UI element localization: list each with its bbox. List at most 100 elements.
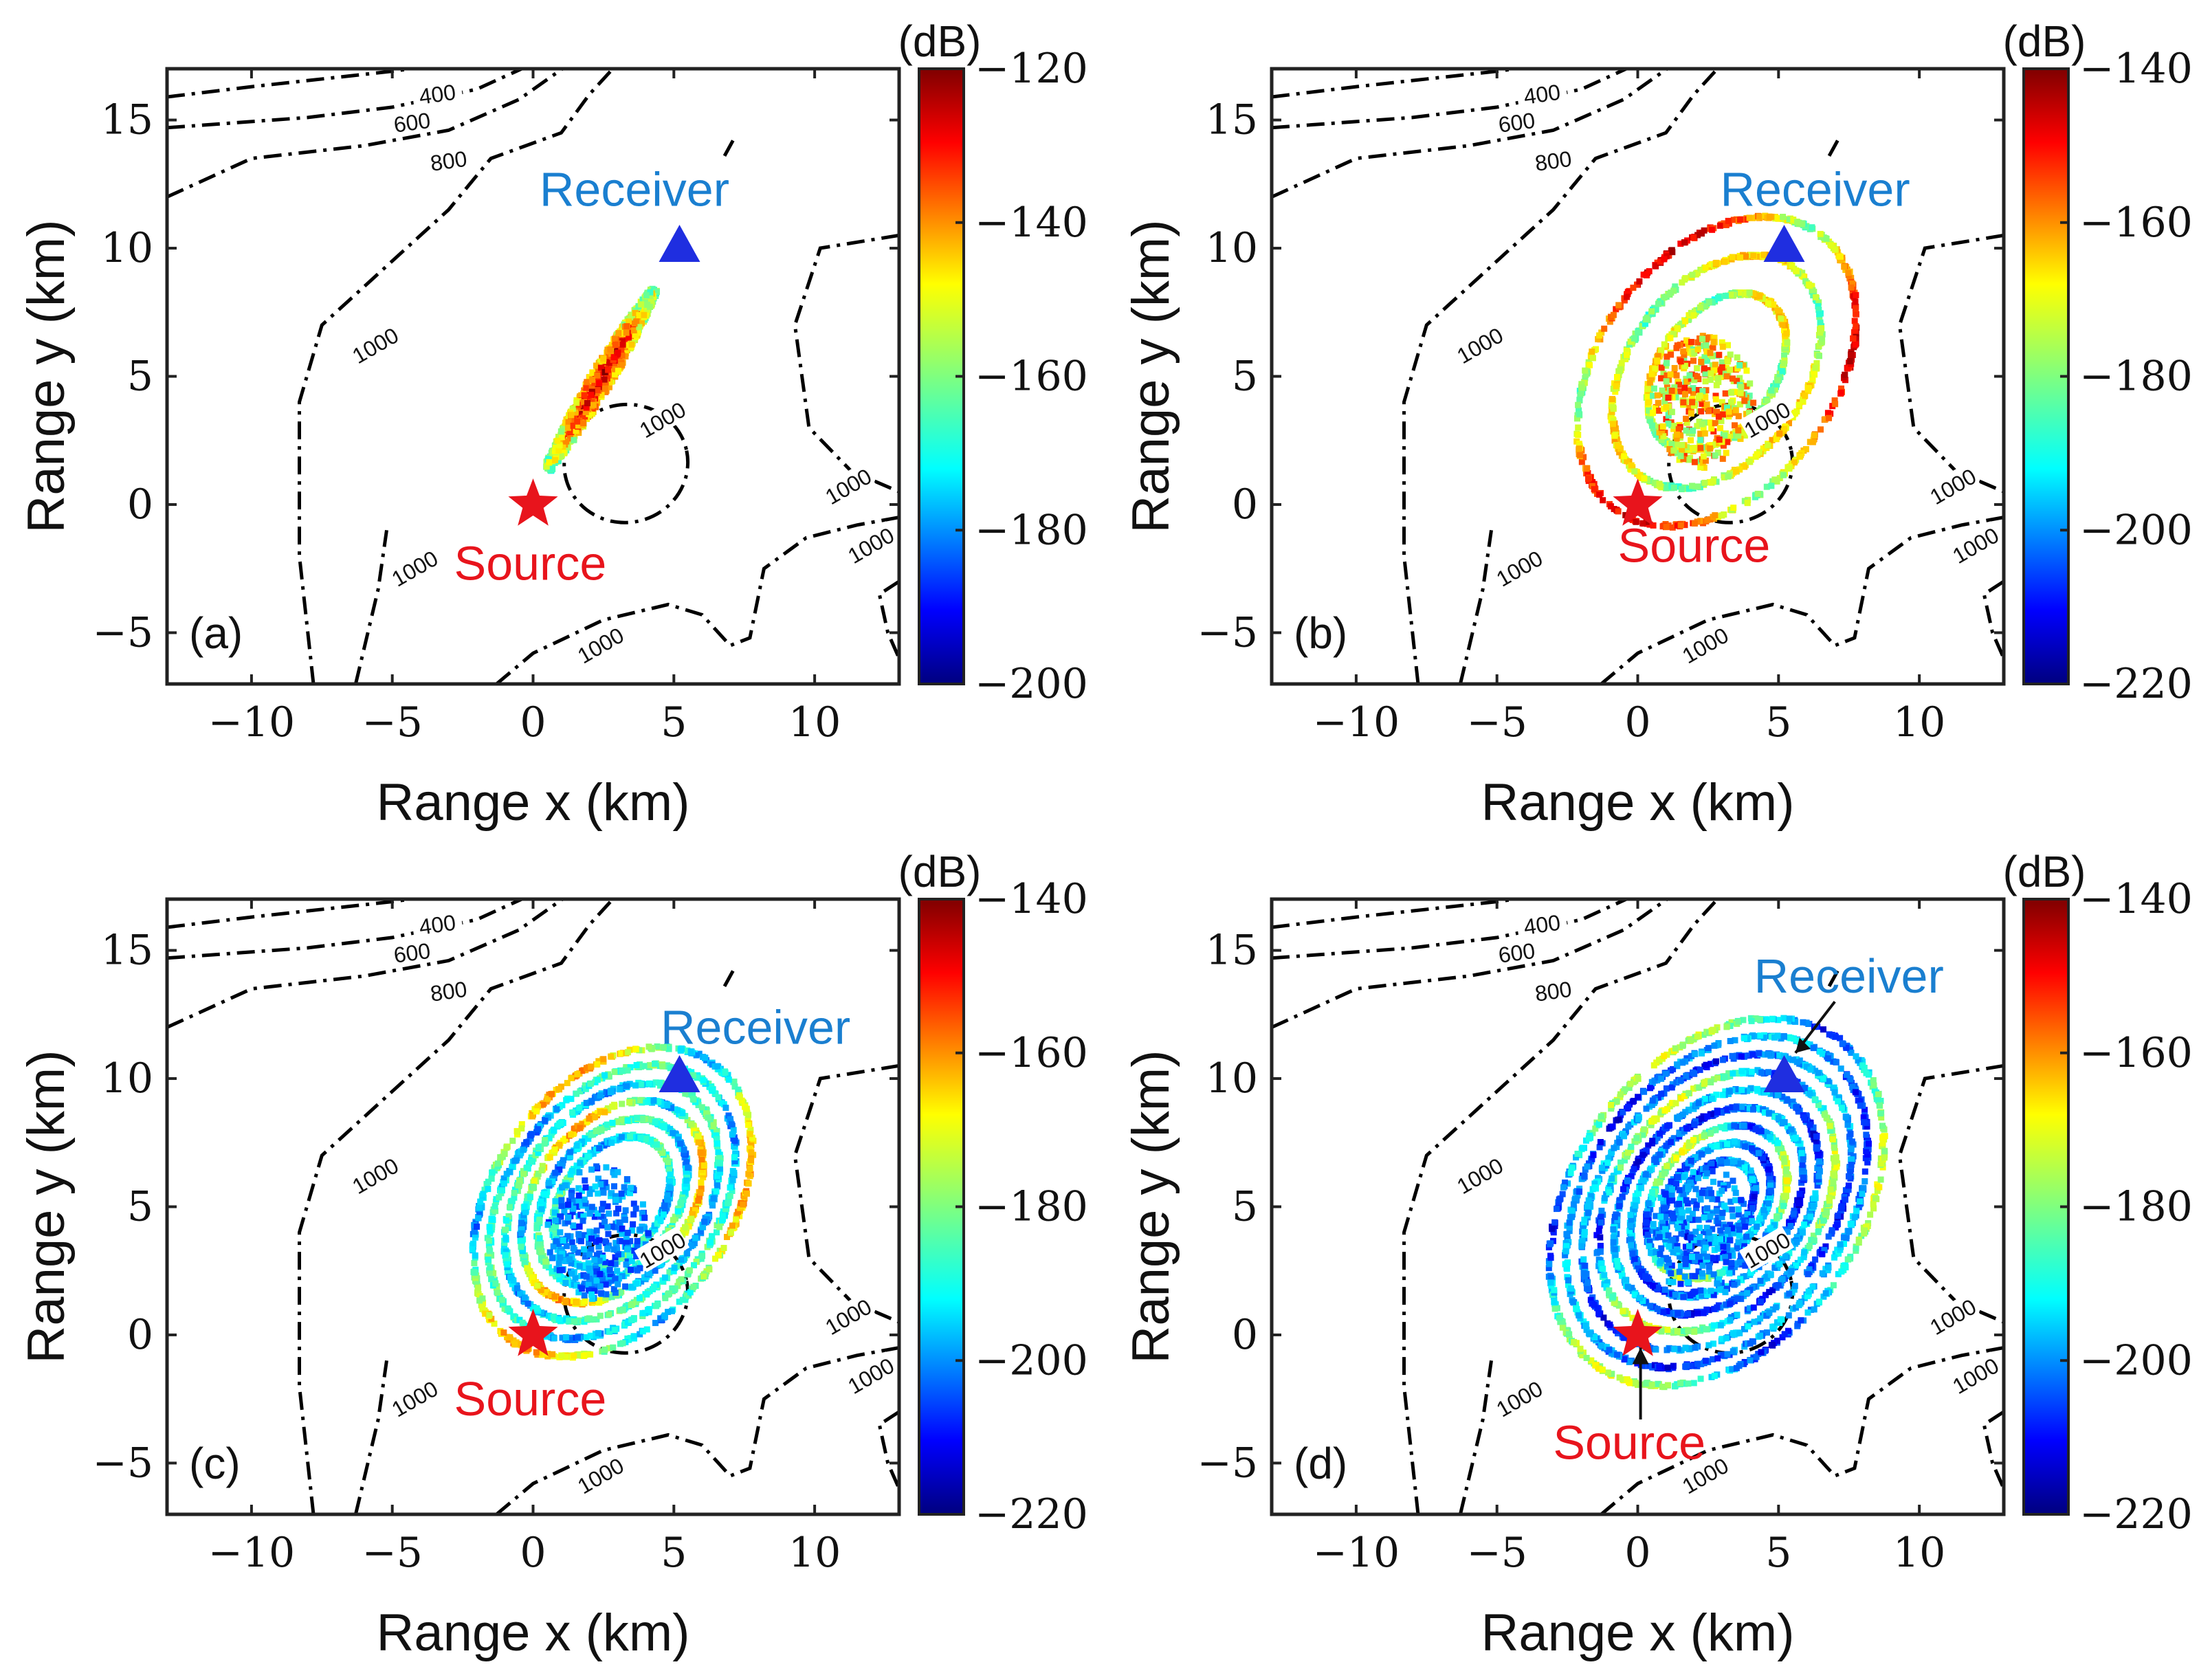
tl-cell (1686, 372, 1693, 379)
tl-cell (637, 1295, 643, 1301)
panel-b: 400600800100010001000100010001000SourceR… (1122, 16, 2193, 832)
tl-cell (1790, 411, 1797, 418)
x-tick-label: −10 (1313, 698, 1400, 747)
tl-cell (732, 1151, 739, 1158)
tl-cell (745, 1171, 752, 1178)
tl-cell (534, 1222, 541, 1228)
tl-cell (748, 1149, 755, 1156)
tl-cell (583, 1334, 590, 1340)
tl-cell (693, 1203, 699, 1210)
tl-cell (1765, 442, 1771, 449)
tl-cell (657, 1261, 664, 1268)
tl-cell (1707, 445, 1714, 452)
tl-cell (632, 331, 639, 338)
tl-cell (617, 1086, 623, 1093)
tl-cell (685, 1164, 692, 1171)
tl-cell (556, 1166, 563, 1173)
tl-cell (1736, 401, 1743, 408)
tl-cell (518, 1219, 524, 1226)
tl-cell (722, 1069, 729, 1076)
tl-cell (540, 1101, 546, 1108)
tl-cell (1773, 436, 1780, 443)
tl-cell (538, 1309, 544, 1316)
tl-cell (579, 409, 586, 416)
tl-cell (586, 1115, 593, 1122)
tl-cell (1760, 445, 1767, 452)
tl-cell (1701, 354, 1708, 361)
tl-cell (637, 1260, 644, 1267)
tl-cell (519, 1319, 526, 1326)
tl-cell (1678, 486, 1685, 493)
tl-cell (513, 1285, 520, 1292)
tl-cell (665, 1227, 672, 1234)
tl-cell (1631, 468, 1638, 475)
tl-cell (1585, 476, 1591, 483)
tl-cell (1743, 367, 1750, 374)
tl-cell (1615, 302, 1622, 309)
tl-cell (598, 392, 605, 399)
tl-cell (1703, 334, 1710, 341)
tl-cell (1642, 316, 1649, 323)
tl-cell (1711, 334, 1718, 341)
tl-cell (606, 384, 612, 390)
tl-cell (1677, 452, 1684, 459)
tl-cell (1606, 318, 1613, 325)
tl-cell (542, 1118, 549, 1124)
tl-cell (544, 1114, 551, 1120)
tl-cell (619, 1068, 626, 1074)
tl-cell (1756, 293, 1763, 300)
tl-cell (709, 1202, 716, 1209)
tl-cell (1661, 256, 1668, 263)
bathymetry-contour-9 (1458, 529, 1493, 684)
tl-cell (668, 1105, 674, 1112)
tl-cell (573, 428, 579, 434)
colorbar-tick-label: −140 (975, 199, 1088, 247)
tl-cell (1577, 452, 1584, 458)
tl-cell (1727, 389, 1734, 396)
tl-cell (500, 1180, 507, 1187)
tl-cell (1768, 387, 1775, 394)
tl-cell (555, 447, 562, 454)
tl-cell (1710, 344, 1716, 351)
tl-cell (1721, 432, 1728, 439)
tl-cell (600, 1056, 607, 1063)
tl-cell (1822, 416, 1828, 423)
tl-cell (568, 1074, 575, 1081)
tl-cell (509, 1198, 516, 1204)
tl-cell (1736, 466, 1743, 473)
tl-cell (1852, 298, 1859, 305)
tl-cell (1714, 408, 1720, 415)
tl-cell (608, 1053, 615, 1060)
tl-cell (1714, 375, 1721, 382)
tl-cell (496, 1194, 502, 1201)
tl-cell (1853, 341, 1859, 348)
tl-cell (583, 1100, 590, 1106)
tl-cell (661, 1124, 667, 1131)
tl-cell (715, 1252, 722, 1259)
contour-label-bg (1677, 621, 1732, 667)
tl-cell (1646, 268, 1653, 275)
tl-cell (690, 1283, 697, 1290)
tl-cell (743, 1105, 750, 1112)
tl-cell (522, 1261, 529, 1268)
tl-cell (735, 1208, 741, 1215)
tl-cell (1730, 217, 1737, 223)
tl-cell (733, 1216, 740, 1223)
tl-cell (709, 1199, 716, 1206)
tl-cell (1823, 235, 1830, 242)
tl-cell (1677, 321, 1684, 328)
tl-cell (521, 1203, 528, 1210)
tl-cell (1682, 275, 1689, 282)
tl-cell (710, 1195, 717, 1202)
tl-cell (521, 1294, 528, 1301)
tl-cell (1719, 359, 1725, 366)
tl-cell (1750, 399, 1757, 406)
tl-cell (1776, 430, 1783, 437)
tl-cell (522, 1208, 529, 1215)
tl-cell (1677, 432, 1684, 439)
tl-cell (548, 1292, 554, 1298)
tl-cell (494, 1160, 501, 1167)
tl-cell (517, 1178, 523, 1184)
tl-cell (1655, 399, 1661, 406)
tl-cell (611, 1068, 618, 1075)
